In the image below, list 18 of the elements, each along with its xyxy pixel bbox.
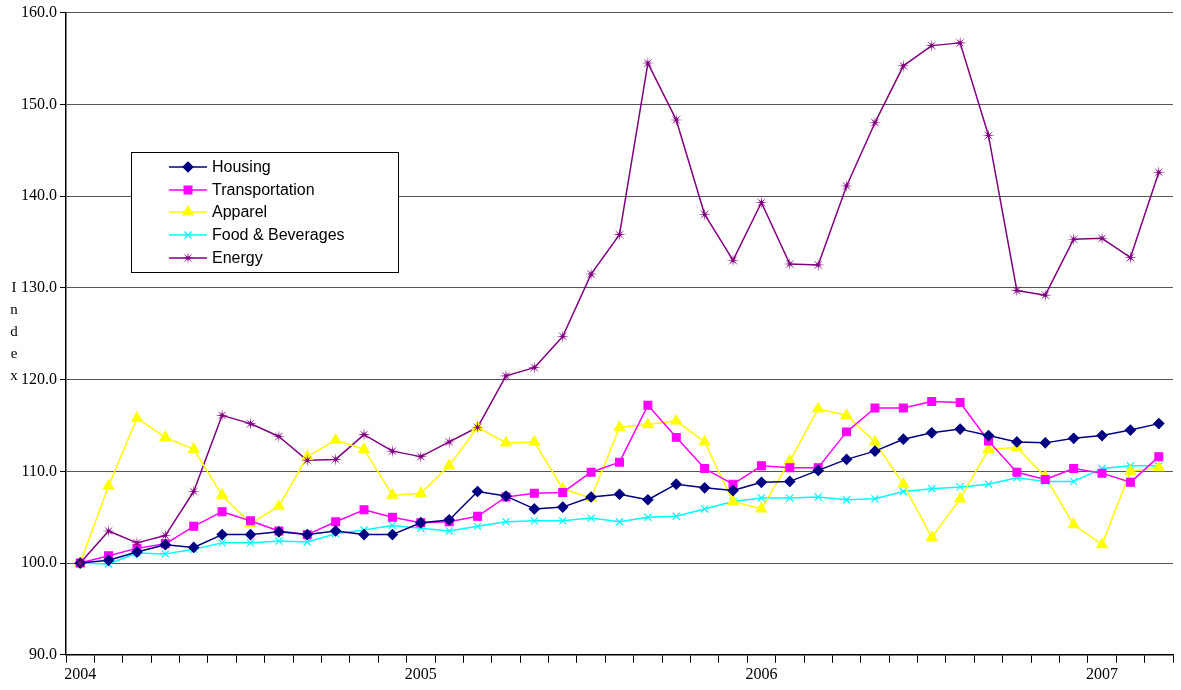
y-tick-label: 110.0 xyxy=(21,461,57,479)
legend-label: Transportation xyxy=(212,180,315,199)
y-tick-label: 160.0 xyxy=(21,2,57,20)
x-tick-label: 2007 xyxy=(1086,664,1119,682)
y-tick-label: 90.0 xyxy=(29,645,57,662)
y-tick-label: 140.0 xyxy=(21,186,57,204)
y-axis-title: Index xyxy=(9,278,19,385)
legend-label: Food & Beverages xyxy=(212,226,345,245)
y-tick-label: 120.0 xyxy=(21,369,57,387)
y-tick-label: 150.0 xyxy=(21,94,57,112)
legend-label: Housing xyxy=(212,158,271,177)
legend-label: Energy xyxy=(212,248,263,267)
y-tick-label: 100.0 xyxy=(21,553,57,571)
x-tick-label: 2004 xyxy=(64,664,97,682)
y-tick-label: 130.0 xyxy=(21,278,57,296)
legend-label: Apparel xyxy=(212,203,268,222)
x-tick-label: 2006 xyxy=(745,664,778,682)
x-tick-label: 2005 xyxy=(404,664,437,682)
